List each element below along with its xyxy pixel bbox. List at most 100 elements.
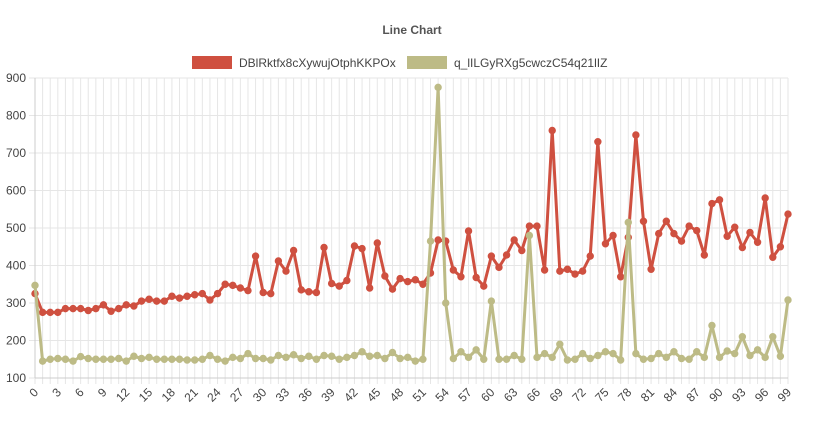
data-point[interactable] — [784, 296, 792, 304]
data-point[interactable] — [153, 297, 161, 305]
data-point[interactable] — [426, 237, 435, 245]
data-point[interactable] — [388, 285, 397, 293]
data-point[interactable] — [221, 280, 229, 288]
data-point[interactable] — [662, 217, 670, 225]
data-point[interactable] — [578, 349, 587, 358]
data-point[interactable] — [411, 357, 419, 365]
data-point[interactable] — [487, 252, 496, 260]
data-point[interactable] — [274, 351, 283, 360]
data-point[interactable] — [282, 267, 290, 275]
data-point[interactable] — [381, 272, 389, 280]
data-point[interactable] — [693, 348, 701, 356]
data-point[interactable] — [655, 349, 663, 358]
data-point[interactable] — [168, 292, 176, 300]
data-point[interactable] — [327, 352, 336, 360]
data-point[interactable] — [251, 252, 260, 260]
data-point[interactable] — [46, 308, 54, 317]
data-point[interactable] — [137, 354, 146, 363]
data-point[interactable] — [320, 243, 328, 252]
data-point[interactable] — [609, 349, 617, 358]
data-point[interactable] — [761, 194, 769, 202]
data-point[interactable] — [457, 273, 465, 281]
data-point[interactable] — [571, 270, 579, 278]
data-point[interactable] — [723, 347, 731, 355]
legend-item-series-1[interactable]: DBlRktfx8cXywujOtphKKPOx — [192, 56, 396, 70]
data-point[interactable] — [244, 349, 252, 358]
data-point[interactable] — [472, 273, 480, 282]
data-point[interactable] — [753, 238, 762, 246]
data-point[interactable] — [502, 355, 511, 363]
data-point[interactable] — [396, 274, 404, 283]
data-point[interactable] — [647, 354, 655, 363]
data-point[interactable] — [442, 299, 450, 307]
data-point[interactable] — [510, 236, 518, 244]
data-point[interactable] — [472, 346, 480, 354]
data-point[interactable] — [320, 351, 328, 360]
data-point[interactable] — [236, 284, 245, 292]
data-point[interactable] — [46, 355, 54, 363]
data-point[interactable] — [540, 266, 549, 274]
data-point[interactable] — [685, 355, 693, 363]
data-point[interactable] — [540, 349, 549, 358]
data-point[interactable] — [305, 288, 313, 296]
data-point[interactable] — [670, 229, 678, 238]
data-point[interactable] — [495, 263, 503, 272]
data-point[interactable] — [571, 355, 579, 363]
data-point[interactable] — [312, 355, 321, 363]
data-point[interactable] — [84, 306, 92, 315]
data-point[interactable] — [624, 218, 632, 227]
data-point[interactable] — [175, 355, 184, 363]
data-point[interactable] — [769, 333, 777, 341]
data-point[interactable] — [160, 355, 169, 363]
data-point[interactable] — [61, 355, 70, 363]
data-point[interactable] — [495, 355, 503, 363]
data-point[interactable] — [594, 351, 602, 360]
data-point[interactable] — [685, 222, 693, 230]
data-point[interactable] — [335, 282, 343, 290]
data-point[interactable] — [54, 354, 62, 363]
data-point[interactable] — [487, 297, 496, 305]
data-point[interactable] — [677, 237, 686, 245]
data-point[interactable] — [183, 356, 191, 364]
data-point[interactable] — [358, 348, 366, 356]
data-point[interactable] — [769, 253, 777, 261]
data-point[interactable] — [122, 301, 130, 309]
data-point[interactable] — [229, 281, 237, 290]
data-point[interactable] — [601, 348, 610, 356]
data-point[interactable] — [639, 217, 648, 225]
data-point[interactable] — [753, 346, 762, 354]
data-point[interactable] — [381, 354, 389, 363]
data-point[interactable] — [365, 284, 374, 292]
data-point[interactable] — [114, 354, 123, 363]
data-point[interactable] — [396, 354, 404, 363]
data-point[interactable] — [677, 354, 686, 363]
data-point[interactable] — [776, 352, 785, 360]
data-point[interactable] — [639, 355, 648, 363]
data-point[interactable] — [267, 289, 275, 298]
data-point[interactable] — [594, 138, 602, 146]
data-point[interactable] — [457, 348, 465, 356]
data-point[interactable] — [76, 352, 85, 361]
data-point[interactable] — [556, 340, 564, 348]
data-point[interactable] — [183, 292, 191, 300]
data-point[interactable] — [206, 351, 214, 360]
data-point[interactable] — [563, 356, 572, 364]
data-point[interactable] — [365, 352, 374, 360]
data-point[interactable] — [480, 355, 488, 363]
data-point[interactable] — [776, 243, 785, 251]
data-point[interactable] — [388, 348, 397, 357]
data-point[interactable] — [533, 222, 541, 230]
data-point[interactable] — [38, 357, 47, 365]
data-point[interactable] — [69, 304, 77, 313]
data-point[interactable] — [191, 291, 199, 299]
data-point[interactable] — [31, 281, 39, 290]
data-point[interactable] — [548, 126, 556, 135]
data-point[interactable] — [297, 354, 305, 363]
data-point[interactable] — [289, 246, 298, 255]
data-point[interactable] — [297, 286, 305, 294]
data-point[interactable] — [259, 354, 267, 363]
data-point[interactable] — [404, 353, 412, 362]
data-point[interactable] — [267, 356, 275, 364]
data-point[interactable] — [434, 83, 442, 92]
data-point[interactable] — [731, 223, 739, 231]
